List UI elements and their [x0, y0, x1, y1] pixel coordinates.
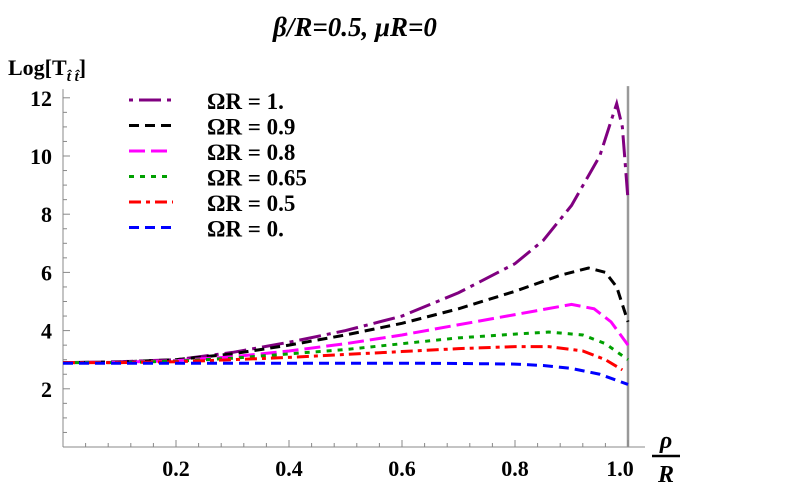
series-line [63, 361, 629, 386]
x-axis-label-numerator: ρ [659, 428, 672, 454]
y-axis-label-sub: t̂ t̂ [67, 69, 81, 85]
y-axis-label-close: ] [79, 55, 86, 80]
y-tick-label: 4 [41, 319, 52, 344]
series-line [62, 98, 630, 365]
y-axis-label: Log[Tt̂ t̂] [8, 55, 86, 85]
series-line [62, 266, 630, 365]
series-line [63, 330, 629, 365]
x-tick-label: 0.2 [162, 456, 190, 481]
y-tick-label: 2 [41, 377, 52, 402]
legend-label: ΩR = 0. [207, 217, 284, 242]
legend-label: ΩR = 1. [207, 89, 284, 114]
series-line [63, 345, 624, 372]
chart-title: β/R=0.5, μR=0 [272, 12, 437, 42]
legend-label: ΩR = 0.9 [207, 115, 295, 140]
x-tick-label: 0.6 [388, 456, 416, 481]
y-tick-label: 6 [41, 260, 52, 285]
y-tick-label: 10 [30, 144, 52, 169]
y-tick-label: 12 [30, 86, 52, 111]
legend-label: ΩR = 0.5 [207, 191, 295, 216]
y-axis-label-base: Log[T [8, 55, 67, 80]
y-tick-label: 8 [41, 202, 52, 227]
legend-label: ΩR = 0.8 [207, 140, 295, 165]
series-line [62, 302, 630, 365]
x-tick-label: 0.8 [501, 456, 529, 481]
x-tick-label: 0.4 [275, 456, 303, 481]
x-axis-label-denominator: R [657, 462, 674, 488]
legend-label: ΩR = 0.65 [207, 166, 307, 191]
x-tick-label: 1.0 [606, 456, 634, 481]
